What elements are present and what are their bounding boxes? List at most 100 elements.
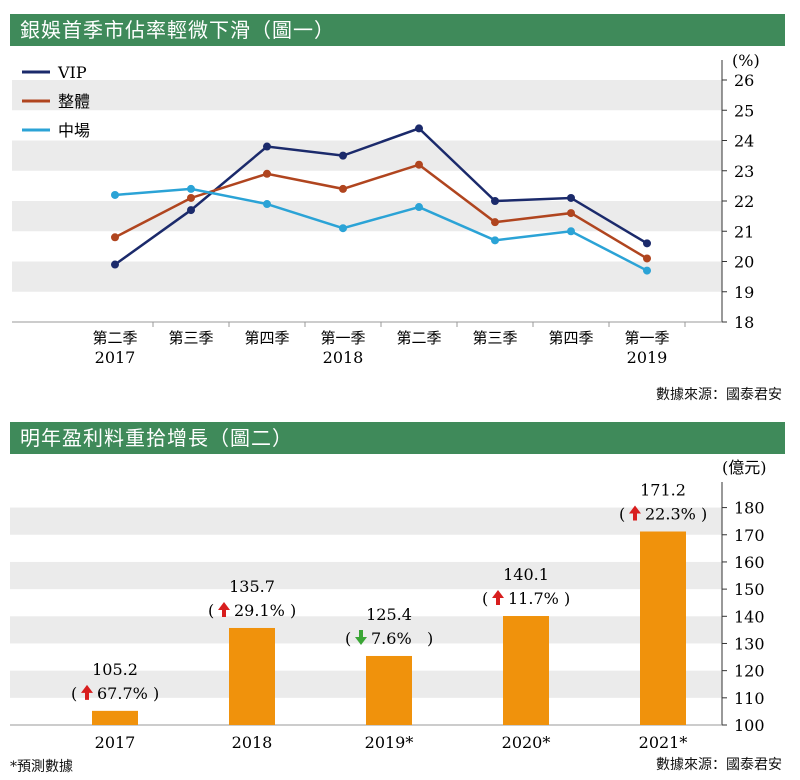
- data-point: [643, 266, 651, 275]
- y-tick-label: 150: [734, 580, 765, 599]
- data-point: [263, 169, 271, 178]
- line-chart: 18 19 20 21 22 23 24 25 26(%) 第二季 第三季 第四季 第一季 第二季 第三季 第…: [12, 51, 760, 367]
- data-point: [187, 184, 195, 193]
- y-tick-label: 22: [734, 192, 754, 211]
- data-point: [339, 151, 347, 160]
- x-tick-label: 第四季: [548, 329, 593, 347]
- y-unit-label: (%): [732, 51, 760, 70]
- bar: [92, 710, 138, 725]
- x-tick-label: 第一季: [624, 329, 669, 347]
- change-label: (22.3%): [619, 505, 707, 524]
- x-tick-label: 第二季: [92, 329, 137, 347]
- series-line: [114, 187, 648, 272]
- y-tick-label: 160: [734, 553, 765, 572]
- y-tick-label: 20: [734, 253, 754, 272]
- legend-label: 中場: [58, 121, 90, 140]
- data-point: [643, 239, 651, 248]
- change-label: (7.6%): [345, 629, 433, 648]
- up-arrow-icon: [218, 601, 230, 617]
- change-percent: 22.3%: [645, 505, 696, 524]
- y-tick-label: 18: [734, 313, 754, 332]
- y-tick-label: 130: [734, 634, 765, 653]
- bar-value-label: 171.2: [640, 481, 686, 500]
- data-point: [567, 227, 575, 236]
- paren-close: ): [290, 601, 296, 620]
- change-percent: 11.7%: [508, 589, 559, 608]
- grid-band: [10, 616, 722, 644]
- data-point: [263, 142, 271, 151]
- y-tick-label: 21: [734, 222, 754, 241]
- x-tick-label: 第二季: [396, 329, 441, 347]
- data-point: [491, 197, 499, 205]
- series-line: [114, 163, 648, 260]
- data-point: [263, 200, 271, 209]
- up-arrow-icon: [81, 684, 93, 700]
- paren-close: ): [564, 589, 570, 608]
- data-point: [111, 190, 119, 199]
- bar-value-label: 135.7: [229, 577, 275, 596]
- y-tick-label: 120: [734, 662, 765, 681]
- paren-close: ): [701, 505, 707, 524]
- data-point: [567, 193, 575, 202]
- down-arrow-icon: [355, 629, 367, 645]
- bar-value-label: 125.4: [366, 605, 412, 624]
- y-tick-label: 23: [734, 162, 754, 181]
- bar-value-label: 140.1: [503, 565, 549, 584]
- grid-band: [12, 80, 722, 111]
- x-tick-label: 第三季: [472, 329, 517, 347]
- y-tick-label: 100: [734, 716, 765, 735]
- data-point: [491, 236, 499, 245]
- legend-label: 整體: [58, 92, 90, 111]
- paren-close: ): [427, 629, 433, 648]
- change-percent: 29.1%: [234, 601, 285, 620]
- x-tick-label: 第四季: [244, 329, 289, 347]
- chart2-title: 明年盈利料重拾增長（圖二）: [10, 422, 785, 454]
- bar: [503, 616, 549, 725]
- paren-open: (: [619, 505, 625, 524]
- y-tick-label: 25: [734, 101, 754, 120]
- bar-value-label: 105.2: [92, 660, 138, 679]
- data-point: [491, 218, 499, 227]
- change-percent: 67.7%: [97, 684, 148, 703]
- y-tick-label: 110: [734, 689, 765, 708]
- grid-band: [10, 561, 722, 590]
- change-label: (29.1%): [208, 601, 296, 620]
- chart1-source: 數據來源：國泰君安: [656, 387, 782, 403]
- chart1-title: 銀娛首季市佔率輕微下滑（圖一）: [10, 14, 785, 46]
- year-label: 2019: [627, 348, 668, 367]
- y-tick-label: 26: [734, 71, 754, 90]
- up-arrow-icon: [492, 590, 504, 606]
- change-label: (67.7%): [71, 684, 159, 703]
- paren-open: (: [71, 684, 77, 703]
- grid-band: [12, 140, 722, 171]
- y-tick-label: 180: [734, 499, 765, 518]
- y-tick-label: 170: [734, 526, 765, 545]
- data-point: [415, 124, 423, 133]
- y-tick-label: 140: [734, 607, 765, 626]
- y-tick-label: 24: [734, 132, 754, 151]
- x-tick-label: 第一季: [320, 329, 365, 347]
- paren-open: (: [482, 589, 488, 608]
- data-point: [415, 203, 423, 212]
- year-label: 2017: [95, 348, 136, 367]
- chart2-source: 數據來源：國泰君安: [656, 757, 782, 773]
- grid-band: [12, 261, 722, 292]
- y-unit-label: (億元): [722, 458, 767, 477]
- paren-open: (: [345, 629, 351, 648]
- data-point: [187, 193, 195, 202]
- paren-close: ): [153, 684, 159, 703]
- forecast-note: *預測數據: [10, 759, 73, 775]
- data-point: [415, 160, 423, 169]
- year-label: 2018: [323, 348, 364, 367]
- up-arrow-icon: [629, 505, 641, 521]
- y-tick-label: 19: [734, 283, 754, 302]
- legend-label: VIP: [57, 63, 87, 82]
- paren-open: (: [208, 601, 214, 620]
- x-tick-label: 2020*: [502, 733, 551, 752]
- data-point: [339, 184, 347, 193]
- x-tick-label: 2019*: [365, 733, 414, 752]
- grid-band: [10, 507, 722, 535]
- change-label: (11.7%): [482, 589, 570, 608]
- data-point: [339, 224, 347, 233]
